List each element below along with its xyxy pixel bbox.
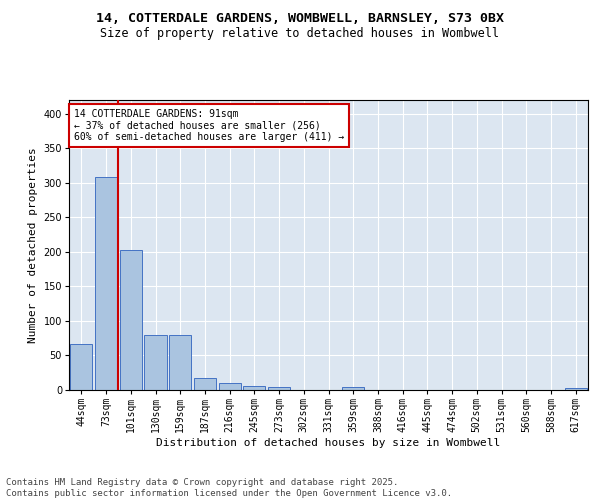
Bar	[169, 336, 191, 390]
X-axis label: Distribution of detached houses by size in Wombwell: Distribution of detached houses by size …	[157, 438, 500, 448]
Bar	[194, 378, 216, 390]
Y-axis label: Number of detached properties: Number of detached properties	[28, 147, 38, 343]
Text: Size of property relative to detached houses in Wombwell: Size of property relative to detached ho…	[101, 28, 499, 40]
Bar	[218, 383, 241, 390]
Text: 14 COTTERDALE GARDENS: 91sqm
← 37% of detached houses are smaller (256)
60% of s: 14 COTTERDALE GARDENS: 91sqm ← 37% of de…	[74, 108, 344, 142]
Text: 14, COTTERDALE GARDENS, WOMBWELL, BARNSLEY, S73 0BX: 14, COTTERDALE GARDENS, WOMBWELL, BARNSL…	[96, 12, 504, 26]
Bar	[565, 388, 587, 390]
Bar	[268, 386, 290, 390]
Text: Contains HM Land Registry data © Crown copyright and database right 2025.
Contai: Contains HM Land Registry data © Crown c…	[6, 478, 452, 498]
Bar	[243, 386, 265, 390]
Bar	[70, 344, 92, 390]
Bar	[119, 250, 142, 390]
Bar	[342, 386, 364, 390]
Bar	[95, 178, 117, 390]
Bar	[145, 336, 167, 390]
